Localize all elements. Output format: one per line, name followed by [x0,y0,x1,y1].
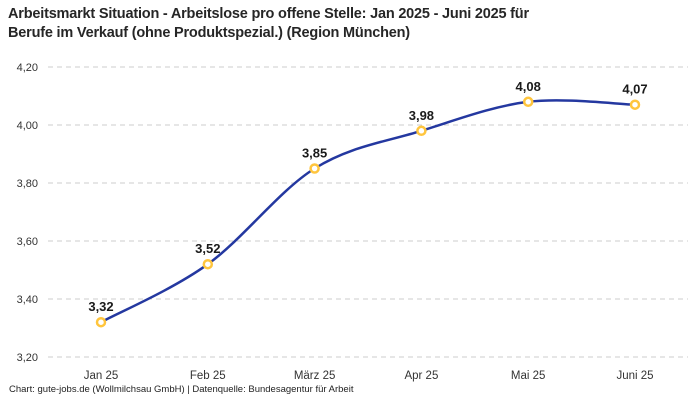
data-point-marker [416,125,427,137]
y-axis-tick-label: 3,80 [17,178,38,190]
data-point-label: 4,07 [622,82,647,97]
y-axis-tick-label: 3,60 [17,236,38,248]
y-axis-tick-label: 3,20 [17,352,38,364]
y-axis-tick-label: 3,40 [17,294,38,306]
data-point-marker [95,316,107,328]
y-axis-tick-label: 4,20 [17,62,38,74]
data-point-label: 3,85 [302,146,327,161]
data-point-marker [629,99,641,110]
chart-title-line1: Arbeitsmarkt Situation - Arbeitslose pro… [8,6,529,22]
x-axis-tick-label: Jan 25 [84,370,119,382]
x-axis-tick-label: Juni 25 [616,370,653,382]
data-point-label: 3,32 [88,299,113,314]
line-chart-svg: 4,20 4,00 3,80 3,60 3,40 3,20 Jan 25 Feb 25 März… [17,62,688,382]
data-point-label: 3,52 [195,241,220,256]
x-axis-tick-label: März 25 [294,370,336,382]
x-axis-tick-label: Feb 25 [190,370,226,382]
x-axis-tick-label: Apr 25 [404,370,438,382]
y-axis-tick-label: 4,00 [17,120,38,132]
data-point-label: 4,08 [516,79,541,94]
data-point-marker [309,163,320,174]
data-point-marker [522,96,534,108]
chart-title-line2: Berufe im Verkauf (ohne Produktspezial.)… [8,24,410,41]
x-axis-tick-label: Mai 25 [511,370,546,382]
chart-credit: Chart: gute-jobs.de (Wollmilchsau GmbH) … [9,384,354,395]
data-line [99,99,637,324]
chart-title: Arbeitsmarkt Situation - Arbeitslose pro… [8,5,529,42]
data-point-marker [202,258,214,270]
data-point-label: 3,98 [409,108,434,123]
